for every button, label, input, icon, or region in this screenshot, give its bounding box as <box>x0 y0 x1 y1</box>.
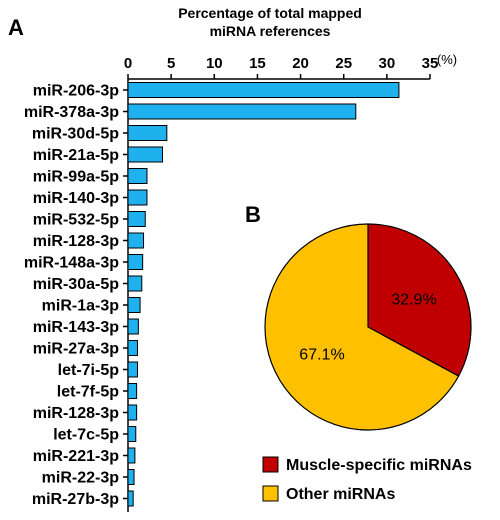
category-label: miR-378a-3p <box>24 104 119 121</box>
x-tick-label: 5 <box>167 55 175 72</box>
bar <box>127 297 141 313</box>
bar <box>127 232 145 249</box>
x-tick-label: 30 <box>379 55 396 72</box>
x-tick-label: 20 <box>292 55 309 72</box>
category-label: miR-30d-5p <box>32 126 119 143</box>
legend-label: Muscle-specific miRNAs <box>286 457 472 474</box>
bar <box>127 383 138 399</box>
x-tick-label: 35 <box>422 55 439 72</box>
category-label: miR-206-3p <box>33 83 119 100</box>
category-label: miR-148a-3p <box>24 255 119 272</box>
bar <box>127 469 135 485</box>
category-labels: miR-206-3p miR-378a-3p miR-30d-5p miR-21a-5… <box>24 83 128 508</box>
category-label: miR-221-3p <box>33 448 119 465</box>
category-label: miR-22-3p <box>42 470 120 487</box>
bar <box>127 146 164 163</box>
bar <box>127 447 136 464</box>
category-label: miR-21a-5p <box>33 147 119 164</box>
category-label: let-7f-5p <box>57 384 119 401</box>
bar <box>127 125 168 141</box>
category-label: miR-128-3p <box>33 233 119 250</box>
x-tick-label: 0 <box>124 55 132 72</box>
bar <box>127 318 139 335</box>
category-label: let-7c-5p <box>53 427 119 444</box>
bar <box>127 168 148 184</box>
bar <box>127 361 138 378</box>
category-label: miR-532-5p <box>33 212 119 229</box>
legend-label: Other miRNAs <box>286 486 395 503</box>
bar <box>127 490 134 507</box>
pie-chart: 32.9% 67.1% <box>264 223 472 431</box>
bar <box>127 211 146 227</box>
category-label: miR-30a-5p <box>33 276 119 293</box>
bar <box>127 340 138 356</box>
category-label: miR-140-3p <box>33 190 119 207</box>
bar <box>127 426 137 442</box>
bar-series <box>127 82 400 507</box>
category-label: miR-27b-3p <box>32 491 119 508</box>
pie-slice-label: 32.9% <box>391 292 436 309</box>
legend-swatch <box>262 485 279 502</box>
x-tick-label: 10 <box>206 55 223 72</box>
panel-b-label: B <box>245 202 261 227</box>
category-label: miR-27a-3p <box>33 341 119 358</box>
pie-slice <box>264 223 460 431</box>
category-label: let-7i-5p <box>58 362 120 379</box>
bar <box>127 404 138 421</box>
pie-slice <box>367 223 472 377</box>
bar-chart-title-line1: Percentage of total mapped <box>178 5 362 21</box>
bar <box>127 82 400 98</box>
category-label: miR-99a-5p <box>33 169 119 186</box>
bar <box>127 103 357 120</box>
x-tick-label: 25 <box>335 55 352 72</box>
pie-slice-label: 67.1% <box>299 346 344 363</box>
category-label: miR-1a-3p <box>42 298 120 315</box>
legend-swatch <box>262 456 279 473</box>
bar <box>127 254 144 270</box>
category-label: miR-143-3p <box>33 319 119 336</box>
bar <box>127 275 143 292</box>
panel-a-label: A <box>8 15 24 40</box>
pie-legend: Muscle-specific miRNAs Other miRNAs <box>262 456 472 503</box>
x-tick-label: 15 <box>249 55 266 72</box>
bar-chart-title-line2: miRNA references <box>210 23 331 39</box>
category-label: miR-128-3p <box>33 405 119 422</box>
bar <box>127 189 148 206</box>
x-axis-unit: (%) <box>437 52 457 67</box>
